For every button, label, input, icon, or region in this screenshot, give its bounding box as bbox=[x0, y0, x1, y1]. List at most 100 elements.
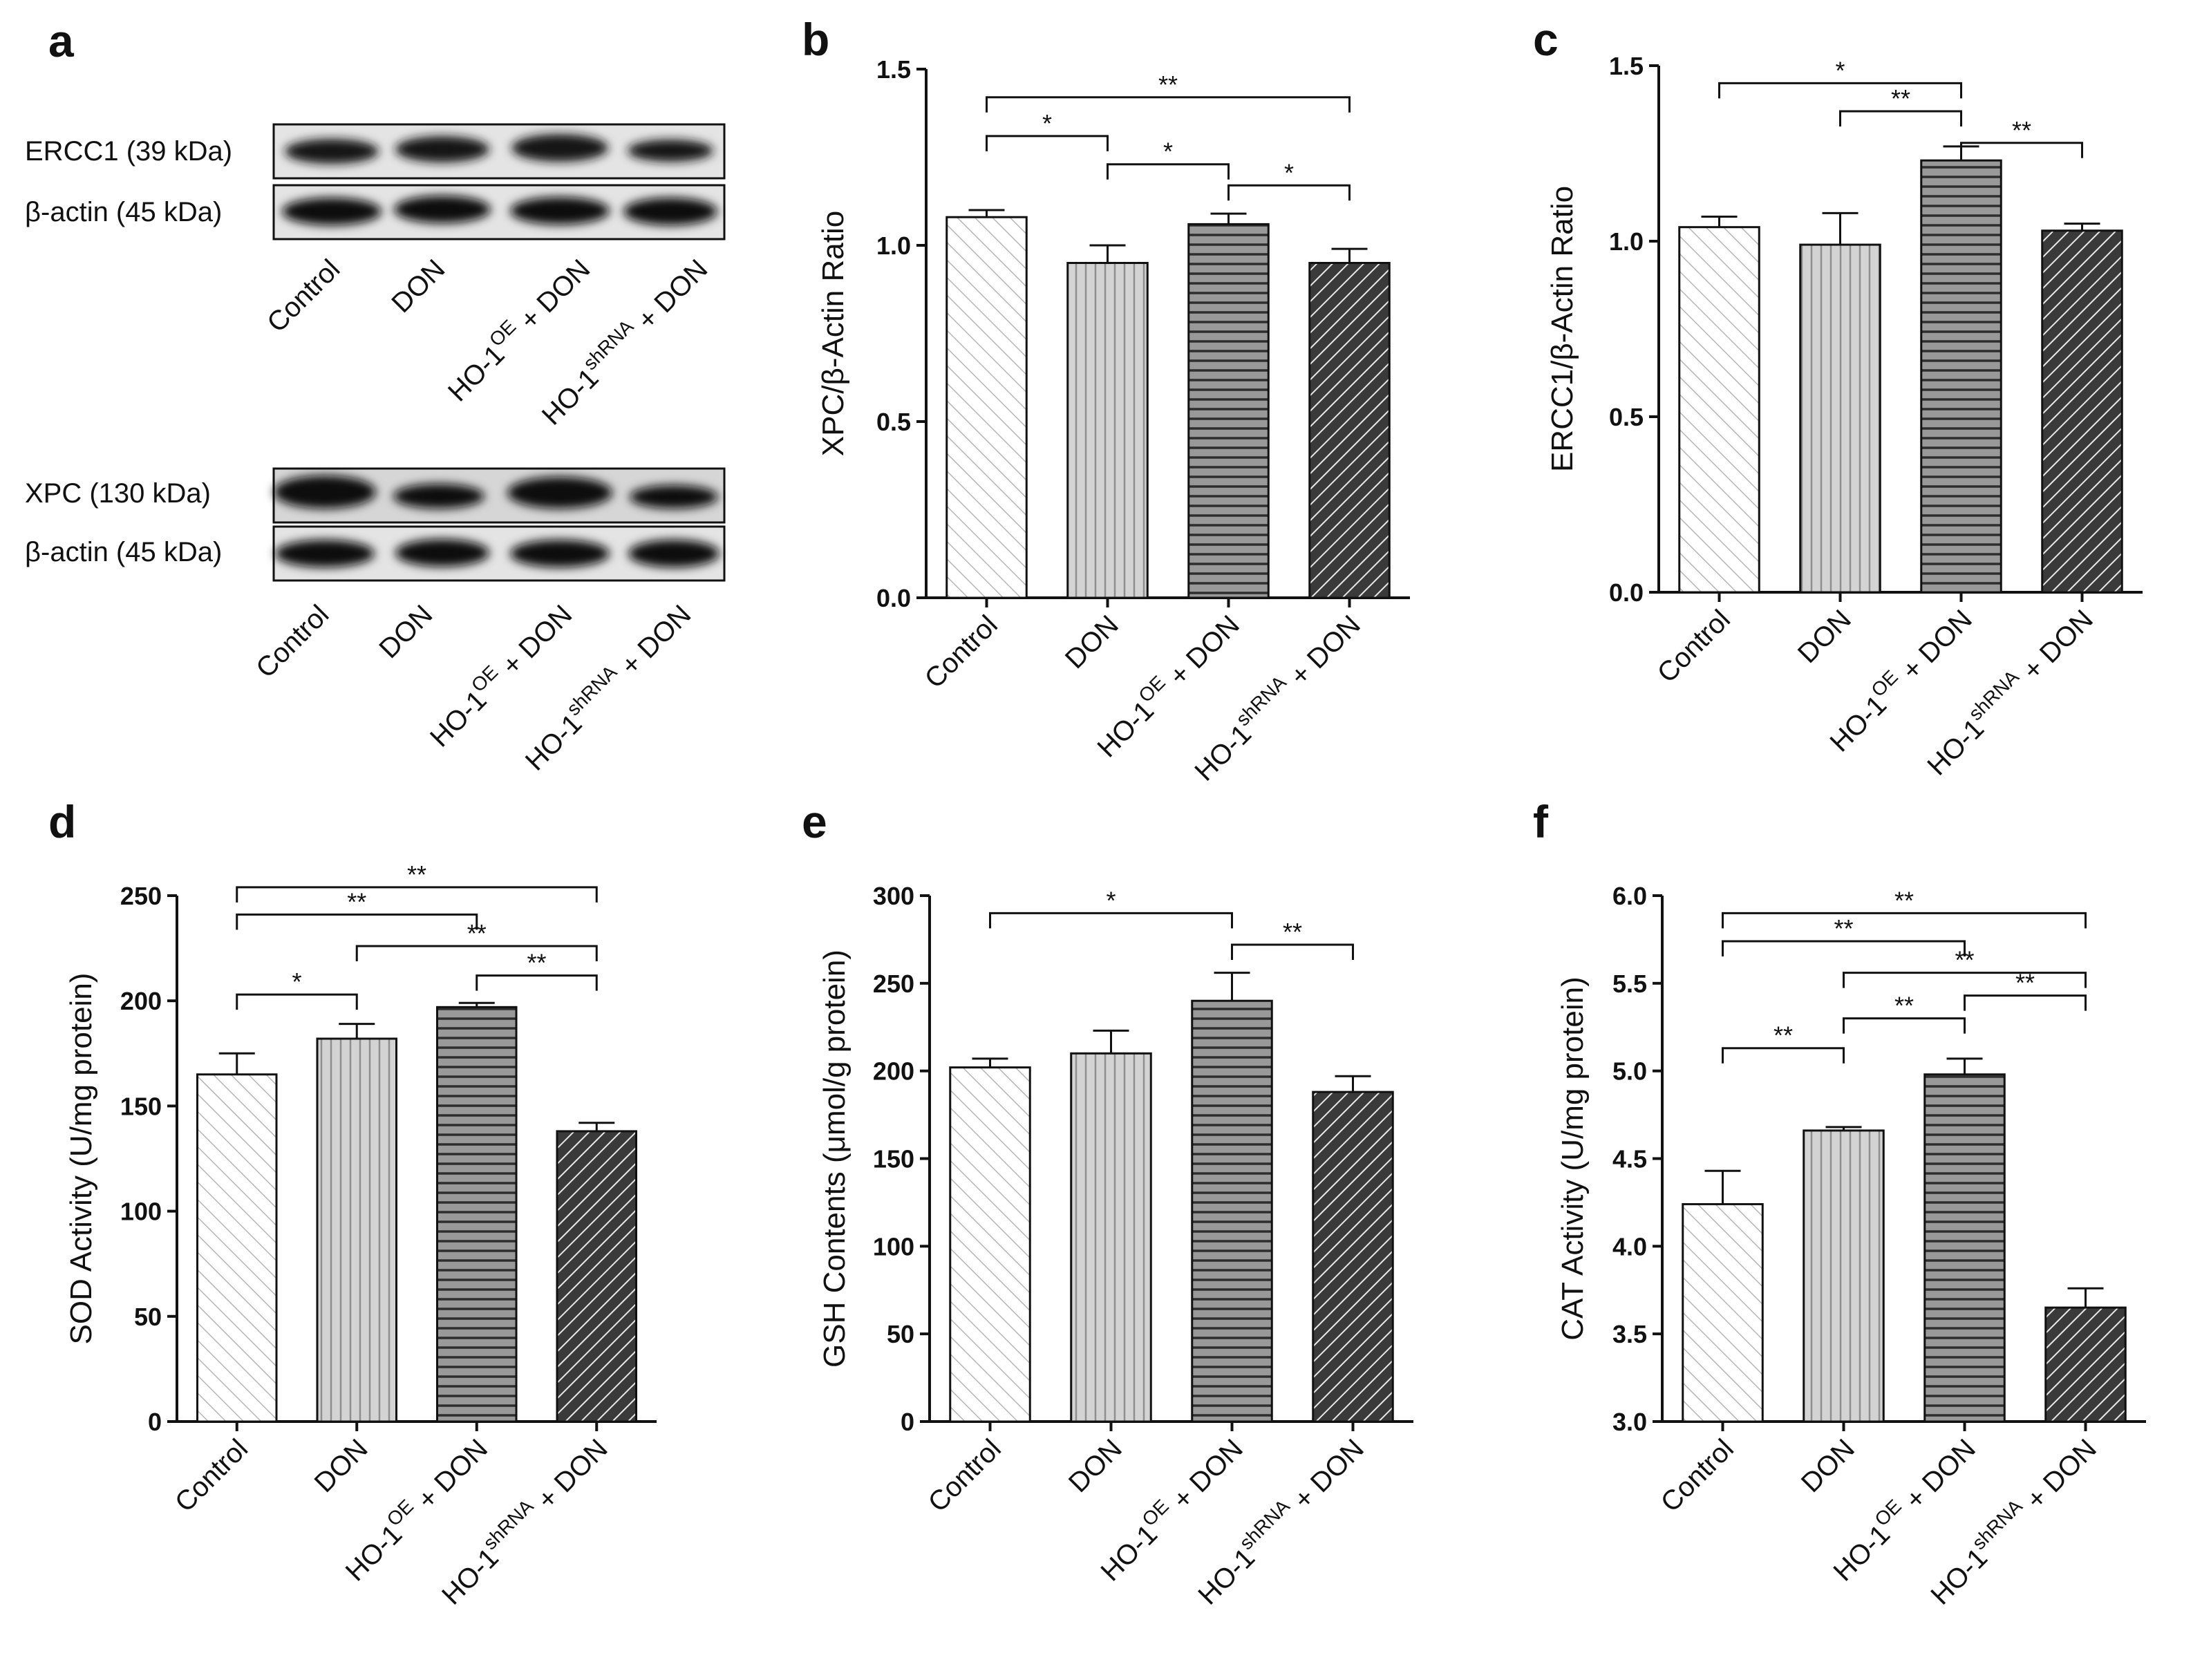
y-axis-label: SOD Activity (U/mg protein) bbox=[64, 973, 98, 1345]
xpc-band-sh bbox=[630, 485, 718, 509]
significance-label: * bbox=[1284, 158, 1294, 187]
bar-don bbox=[316, 1037, 398, 1423]
y-tick-label: 5.0 bbox=[1612, 1057, 1647, 1086]
significance-bracket bbox=[1960, 142, 2083, 158]
y-tick-label: 300 bbox=[873, 882, 914, 910]
significance-bracket bbox=[1227, 184, 1351, 201]
chart-panel-d: d 0 50 100 150 200 250 SOD Activity (U/mg prote… bbox=[48, 796, 657, 1611]
significance-bracket bbox=[1231, 943, 1354, 961]
chart-panel-f: f 3.0 3.5 4.0 4.5 5.0 5.5 6.0 CAT Activity (U/mg… bbox=[1533, 796, 2146, 1611]
bar-oe bbox=[1920, 159, 2002, 594]
y-tick-label: 4.5 bbox=[1612, 1145, 1647, 1173]
significance-bracket bbox=[1107, 163, 1230, 180]
significance-bracket bbox=[1964, 994, 2087, 1011]
y-tick-label: 1.0 bbox=[1609, 227, 1644, 256]
actin-blot-2 bbox=[272, 525, 726, 582]
chart-panel-e: e 0 50 100 150 200 250 300 GSH Contents (μmol/g … bbox=[802, 796, 1413, 1611]
significance-bracket bbox=[236, 886, 598, 903]
significance-bracket bbox=[355, 945, 598, 962]
x-tick-label-control: Control bbox=[1652, 604, 1736, 688]
x-tick-label-don: DON bbox=[1060, 610, 1125, 674]
lane-label-control: Control bbox=[261, 254, 346, 338]
lane-label-don: DON bbox=[373, 599, 438, 664]
y-axis-label: CAT Activity (U/mg protein) bbox=[1556, 976, 1590, 1341]
y-tick-label: 0 bbox=[148, 1408, 162, 1436]
x-tick-label-don: DON bbox=[309, 1433, 374, 1498]
panel-a: a ERCC1 (39 kDa) β-actin (45 kDa) XPC (1… bbox=[25, 15, 726, 777]
significance-label: ** bbox=[527, 949, 546, 977]
y-tick-label: 1.0 bbox=[876, 232, 911, 260]
bar-don bbox=[1066, 262, 1149, 599]
bar-oe bbox=[1187, 223, 1270, 599]
panel-label-c: c bbox=[1533, 14, 1559, 65]
bar-oe bbox=[1923, 1073, 2006, 1423]
y-tick-label: 200 bbox=[120, 987, 162, 1015]
xpc-band-control bbox=[274, 475, 376, 509]
significance-label: ** bbox=[2015, 969, 2035, 997]
y-tick-label: 100 bbox=[120, 1198, 162, 1226]
significance-bracket bbox=[236, 993, 358, 1010]
significance-bracket bbox=[1722, 1047, 1845, 1064]
significance-bracket bbox=[1843, 1017, 1966, 1034]
bar-sh bbox=[1312, 1091, 1394, 1423]
xpc-band-oe bbox=[507, 477, 612, 509]
y-tick-label: 0 bbox=[901, 1408, 914, 1436]
bar-control bbox=[1678, 226, 1760, 594]
bar-oe bbox=[1191, 999, 1273, 1423]
significance-bracket bbox=[1839, 110, 1962, 127]
y-tick-label: 50 bbox=[134, 1303, 162, 1331]
chart-panel-b: b 0.0 0.5 1.0 1.5 XPC/β-Actin Ratio Control DON… bbox=[802, 14, 1410, 787]
significance-label: ** bbox=[2012, 116, 2031, 144]
significance-label: * bbox=[1106, 886, 1116, 914]
actin-blot-label-2: β-actin (45 kDa) bbox=[25, 537, 222, 567]
ercc1-band-sh bbox=[628, 140, 713, 162]
significance-label: ** bbox=[467, 919, 487, 947]
lane-label-don: DON bbox=[386, 254, 451, 319]
xpc-blot bbox=[272, 467, 726, 524]
significance-bracket bbox=[1718, 82, 1962, 99]
y-tick-label: 6.0 bbox=[1612, 882, 1647, 910]
xpc-band-don bbox=[393, 484, 484, 509]
x-tick-label-don: DON bbox=[1792, 604, 1857, 669]
y-tick-label: 4.0 bbox=[1612, 1232, 1647, 1261]
actin-blot-label-1: β-actin (45 kDa) bbox=[25, 197, 222, 227]
bar-don bbox=[1803, 1129, 1885, 1423]
significance-bracket bbox=[986, 135, 1109, 151]
x-tick-label-control: Control bbox=[169, 1433, 254, 1518]
y-tick-label: 0.0 bbox=[876, 584, 911, 612]
bar-control bbox=[196, 1073, 278, 1423]
ercc1-band-control bbox=[285, 139, 379, 164]
y-tick-label: 50 bbox=[887, 1320, 914, 1348]
chart-panel-c: c 0.0 0.5 1.0 1.5 ERCC1/β-Actin Ratio Control D… bbox=[1533, 14, 2143, 782]
y-tick-label: 1.5 bbox=[876, 55, 911, 84]
bar-oe bbox=[435, 1006, 518, 1423]
y-tick-label: 100 bbox=[873, 1232, 914, 1261]
y-tick-label: 250 bbox=[120, 882, 162, 910]
x-tick-label-control: Control bbox=[1655, 1433, 1740, 1518]
y-tick-label: 150 bbox=[873, 1145, 914, 1173]
bar-sh bbox=[1308, 262, 1391, 599]
y-tick-label: 150 bbox=[120, 1092, 162, 1120]
y-tick-label: 0.0 bbox=[1609, 578, 1644, 607]
significance-bracket bbox=[1722, 940, 1966, 956]
significance-label: ** bbox=[407, 860, 426, 889]
x-tick-label-don: DON bbox=[1063, 1433, 1128, 1498]
significance-label: ** bbox=[1891, 84, 1910, 113]
y-tick-label: 250 bbox=[873, 970, 914, 998]
significance-label: ** bbox=[1955, 946, 1974, 974]
significance-bracket bbox=[989, 912, 1233, 929]
y-tick-label: 3.0 bbox=[1612, 1408, 1647, 1436]
y-tick-label: 3.5 bbox=[1612, 1320, 1647, 1348]
significance-label: ** bbox=[1894, 886, 1914, 914]
x-tick-label-don: DON bbox=[1796, 1433, 1861, 1498]
actin-blot-1 bbox=[272, 184, 726, 240]
lane-label-control: Control bbox=[250, 599, 335, 683]
bar-control bbox=[1682, 1202, 1764, 1423]
significance-label: ** bbox=[1834, 914, 1853, 943]
bar-don bbox=[1799, 243, 1881, 594]
xpc-blot-label: XPC (130 kDa) bbox=[25, 478, 211, 509]
significance-label: * bbox=[1042, 109, 1052, 138]
y-tick-label: 200 bbox=[873, 1057, 914, 1086]
panel-label-f: f bbox=[1533, 796, 1549, 847]
